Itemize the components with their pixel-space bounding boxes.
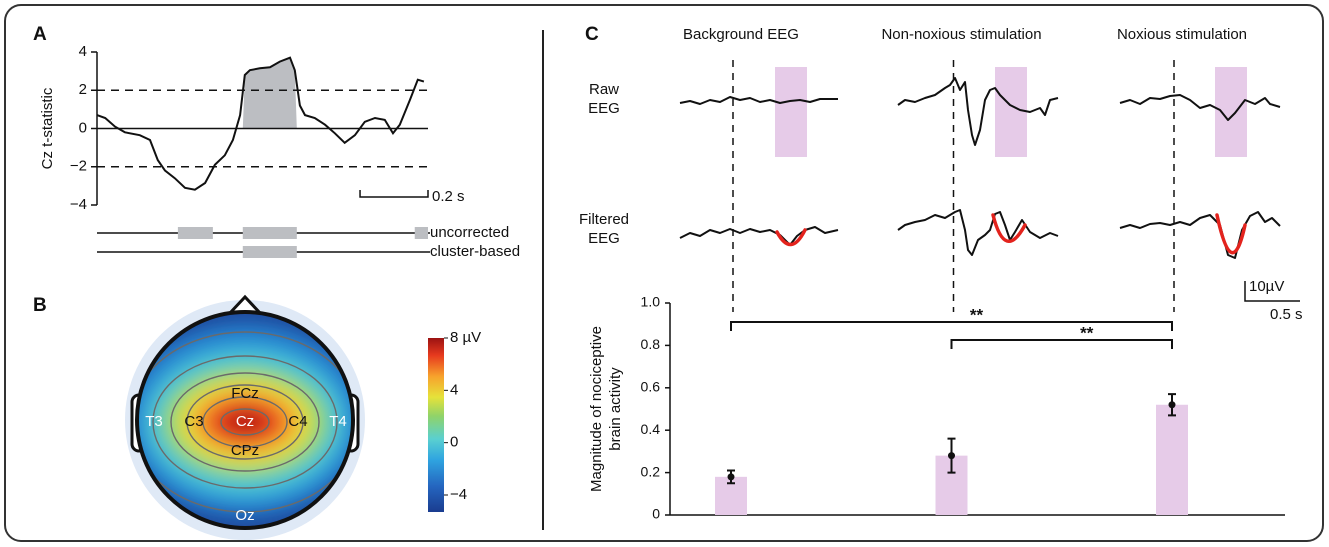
scale-label: 10µV bbox=[1249, 278, 1284, 295]
column-header: Noxious stimulation bbox=[1117, 26, 1247, 43]
y-tick-label: 2 bbox=[79, 81, 87, 98]
line bbox=[96, 56, 425, 191]
electrode-label: Cz bbox=[236, 413, 254, 430]
electrode-label: T4 bbox=[329, 413, 347, 430]
electrode-label: Oz bbox=[235, 507, 254, 524]
significance-bracket bbox=[950, 339, 1173, 349]
mean-dot bbox=[948, 452, 955, 460]
y-tick-label: 4 bbox=[79, 43, 87, 60]
y-tick-label: 0 bbox=[652, 506, 660, 522]
significance-bracket bbox=[730, 321, 1173, 331]
electrode-label: FCz bbox=[231, 385, 259, 402]
significance-label: uncorrected bbox=[430, 224, 509, 241]
scale-label: 0.5 s bbox=[1270, 306, 1303, 323]
electrode-label: CPz bbox=[231, 442, 259, 459]
panel-label: A bbox=[33, 24, 47, 45]
y-axis-label: brain activity bbox=[607, 367, 624, 451]
y-tick-label: 0.2 bbox=[641, 463, 661, 479]
significance-interval bbox=[242, 227, 297, 239]
mean-dot bbox=[727, 473, 735, 481]
significance-label: ** bbox=[970, 305, 984, 324]
bar bbox=[1156, 404, 1188, 515]
row-label: EEG bbox=[588, 100, 620, 117]
colorbar-tick-label: 8 µV bbox=[450, 329, 481, 346]
y-tick-label: 0 bbox=[79, 119, 87, 136]
panel-label: B bbox=[33, 295, 47, 316]
topomap-field bbox=[137, 312, 353, 528]
panel-label: C bbox=[585, 24, 599, 45]
significance-interval bbox=[177, 227, 213, 239]
mean-dot bbox=[1168, 401, 1176, 409]
colorbar-tick-label: −4 bbox=[450, 486, 467, 503]
row-label: Filtered bbox=[579, 211, 629, 228]
significance-interval bbox=[242, 246, 297, 258]
electrode-label: C4 bbox=[288, 413, 307, 430]
y-tick-label: 0.8 bbox=[641, 336, 661, 352]
y-axis-label: Cz t-statistic bbox=[39, 87, 56, 169]
significance-label: ** bbox=[1080, 323, 1094, 342]
nose bbox=[227, 294, 263, 316]
y-axis-label: Magnitude of nociceptive bbox=[588, 326, 605, 492]
scale-bar bbox=[359, 190, 429, 198]
frame bbox=[4, 4, 1324, 542]
colorbar bbox=[428, 338, 444, 512]
topomap: FCz C3 Cz C4 CPz T3 T4 Oz bbox=[125, 294, 365, 540]
row-label: Raw bbox=[589, 81, 619, 98]
head-outline bbox=[135, 310, 355, 530]
electrode-label: T3 bbox=[145, 413, 163, 430]
y-tick-label: −4 bbox=[70, 196, 87, 213]
colorbar-tick-label: 0 bbox=[450, 434, 458, 451]
y-tick-label: −2 bbox=[70, 158, 87, 175]
y-tick-label: 1.0 bbox=[641, 294, 661, 310]
significant-area bbox=[242, 57, 297, 129]
row-label: EEG bbox=[588, 230, 620, 247]
colorbar-tick-label: 4 bbox=[450, 381, 458, 398]
column-header: Background EEG bbox=[683, 26, 799, 43]
y-tick-label: 0.4 bbox=[641, 421, 661, 437]
scale-label: 0.2 s bbox=[432, 188, 465, 205]
eeg-traces bbox=[679, 67, 1300, 302]
significance-interval bbox=[414, 227, 428, 239]
column-header: Non-noxious stimulation bbox=[881, 26, 1041, 43]
y-tick-label: 0.6 bbox=[641, 379, 661, 395]
electrode-label: C3 bbox=[184, 413, 203, 430]
significance-label: cluster-based bbox=[430, 243, 520, 260]
